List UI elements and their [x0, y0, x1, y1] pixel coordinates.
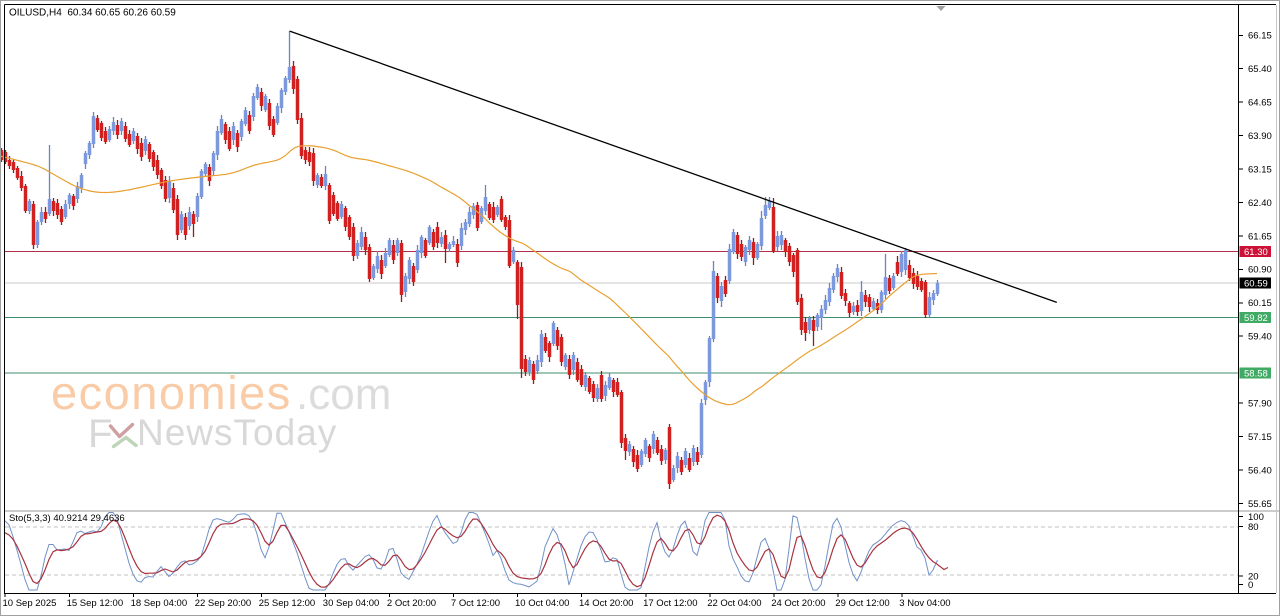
svg-text:60.15: 60.15	[1248, 298, 1272, 309]
svg-text:15 Sep 12:00: 15 Sep 12:00	[67, 598, 124, 609]
svg-text:F: F	[88, 412, 112, 456]
svg-text:30 Sep 04:00: 30 Sep 04:00	[323, 598, 380, 609]
svg-text:OILUSD,H4 60.34 60.65 60.26 6: OILUSD,H4 60.34 60.65 60.26 60.59	[9, 8, 176, 19]
svg-text:0: 0	[1248, 580, 1253, 591]
svg-text:29 Oct 12:00: 29 Oct 12:00	[835, 598, 889, 609]
svg-text:60.59: 60.59	[1244, 279, 1268, 290]
svg-text:61.30: 61.30	[1244, 247, 1268, 258]
svg-text:56.40: 56.40	[1248, 465, 1272, 476]
svg-text:55.65: 55.65	[1248, 499, 1272, 510]
svg-text:64.65: 64.65	[1248, 98, 1272, 109]
svg-text:economies: economies	[51, 366, 292, 419]
svg-text:65.40: 65.40	[1248, 64, 1272, 75]
svg-text:80: 80	[1248, 522, 1259, 533]
svg-text:66.15: 66.15	[1248, 31, 1272, 42]
svg-text:2 Oct 20:00: 2 Oct 20:00	[387, 598, 436, 609]
svg-text:.com: .com	[296, 370, 391, 419]
svg-text:63.90: 63.90	[1248, 131, 1272, 142]
svg-text:62.40: 62.40	[1248, 198, 1272, 209]
svg-text:Sto(5,3,3) 40.9214 29.4636: Sto(5,3,3) 40.9214 29.4636	[9, 513, 125, 524]
svg-text:61.65: 61.65	[1248, 231, 1272, 242]
svg-text:7 Oct 12:00: 7 Oct 12:00	[451, 598, 500, 609]
svg-text:25 Sep 12:00: 25 Sep 12:00	[259, 598, 316, 609]
svg-text:10 Oct 04:00: 10 Oct 04:00	[515, 598, 569, 609]
svg-text:22 Oct 04:00: 22 Oct 04:00	[707, 598, 761, 609]
svg-text:57.90: 57.90	[1248, 399, 1272, 410]
svg-text:10 Sep 2025: 10 Sep 2025	[3, 598, 57, 609]
svg-text:NewsToday: NewsToday	[137, 412, 337, 453]
svg-text:22 Sep 20:00: 22 Sep 20:00	[195, 598, 252, 609]
svg-text:24 Oct 20:00: 24 Oct 20:00	[771, 598, 825, 609]
svg-text:17 Oct 12:00: 17 Oct 12:00	[643, 598, 697, 609]
svg-text:60.90: 60.90	[1248, 265, 1272, 276]
svg-text:57.15: 57.15	[1248, 432, 1272, 443]
svg-text:18 Sep 04:00: 18 Sep 04:00	[131, 598, 188, 609]
svg-text:20: 20	[1248, 571, 1259, 582]
svg-text:58.58: 58.58	[1244, 368, 1268, 379]
svg-text:59.40: 59.40	[1248, 332, 1272, 343]
svg-text:3 Nov 04:00: 3 Nov 04:00	[899, 598, 950, 609]
svg-text:100: 100	[1248, 512, 1264, 523]
svg-text:59.82: 59.82	[1244, 313, 1268, 324]
svg-text:14 Oct 20:00: 14 Oct 20:00	[579, 598, 633, 609]
svg-text:63.15: 63.15	[1248, 164, 1272, 175]
